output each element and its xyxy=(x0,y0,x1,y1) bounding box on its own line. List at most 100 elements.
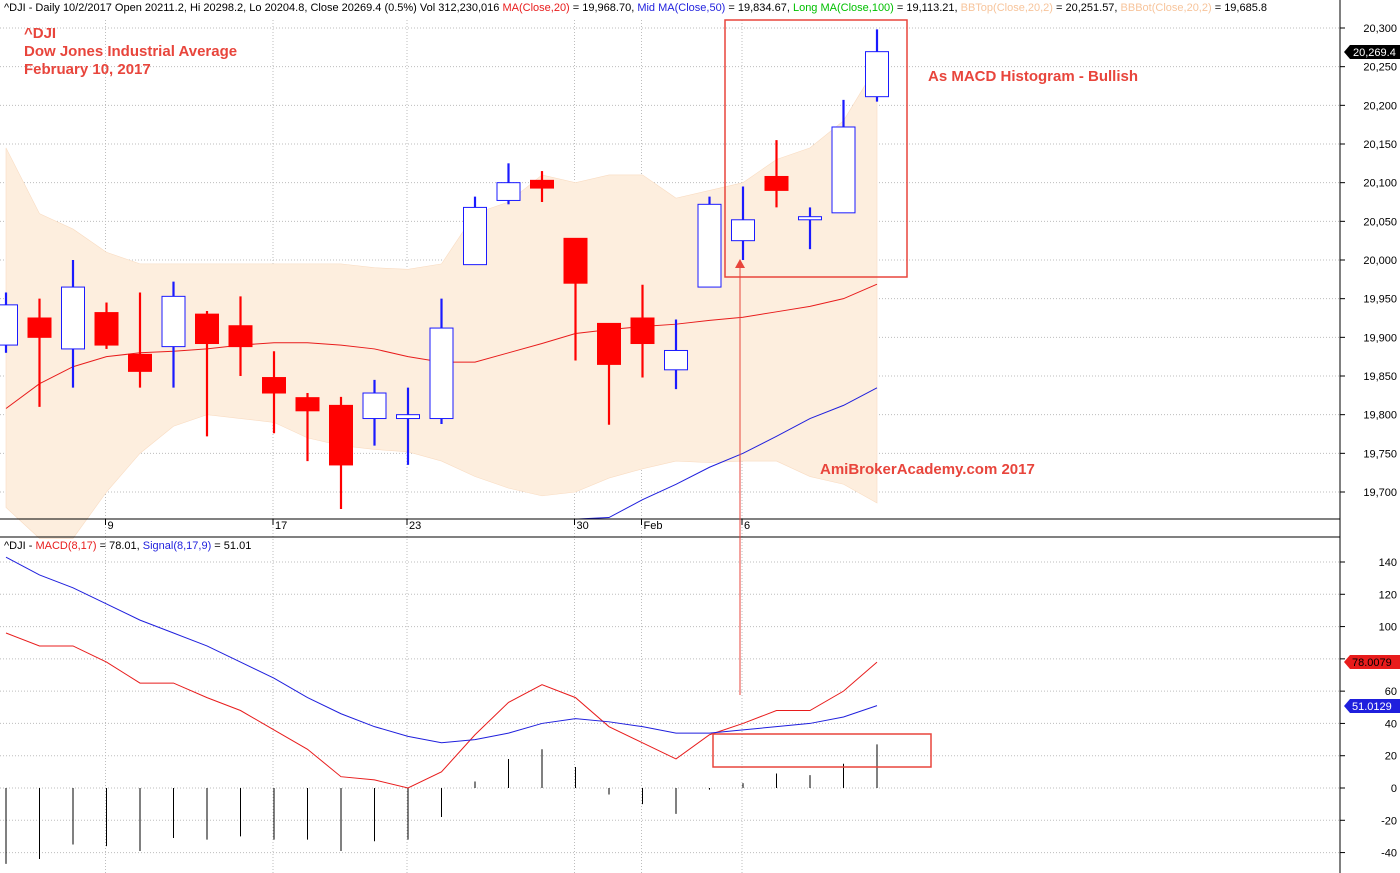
candle-body-17 xyxy=(563,237,588,284)
date-label: February 10, 2017 xyxy=(24,61,151,78)
candle-10 xyxy=(329,396,353,510)
macd-y-tick-label-7: 100 xyxy=(1379,622,1397,634)
header-segment-1: MA(Close,20) xyxy=(502,2,569,14)
header-segment-5: Long MA(Close,100) xyxy=(793,2,894,14)
candle-body-15 xyxy=(496,182,521,201)
candlestick-layer xyxy=(0,29,889,510)
price-y-tick-label-12: 20,300 xyxy=(1363,23,1397,35)
annotation-arrow-head xyxy=(735,259,745,268)
bullish-candles-box xyxy=(724,19,908,278)
candle-6 xyxy=(195,311,219,437)
candle-15 xyxy=(496,163,521,205)
candle-body-4 xyxy=(128,353,152,372)
candle-body-10 xyxy=(329,404,353,466)
candle-body-11 xyxy=(362,392,387,420)
candle-body-14 xyxy=(463,206,487,266)
candle-19 xyxy=(630,284,655,378)
header-segment-0: ^DJI - Daily 10/2/2017 Open 20211.2, Hi … xyxy=(4,2,502,14)
header-segment-9: BBBot(Close,20,2) xyxy=(1121,2,1212,14)
price-y-tick-label-1: 19,750 xyxy=(1363,448,1397,460)
candle-3 xyxy=(94,302,119,349)
candle-body-7 xyxy=(228,325,253,348)
candle-body-19 xyxy=(630,317,655,345)
macd-y-tick-label-2: 0 xyxy=(1391,783,1397,795)
price-y-tick-label-11: 20,250 xyxy=(1363,62,1397,74)
candle-12 xyxy=(396,387,420,465)
price-y-tick-label-4: 19,900 xyxy=(1363,332,1397,344)
price-header: ^DJI - Daily 10/2/2017 Open 20211.2, Hi … xyxy=(4,2,1267,14)
candle-14 xyxy=(463,196,487,266)
candle-23 xyxy=(764,140,789,208)
header-segment-7: BBTop(Close,20,2) xyxy=(961,2,1053,14)
candle-body-18 xyxy=(597,322,621,365)
histogram-box xyxy=(712,733,932,768)
price-y-tick-label-5: 19,950 xyxy=(1363,294,1397,306)
candle-body-6 xyxy=(195,313,219,345)
price-y-tick-label-3: 19,850 xyxy=(1363,371,1397,383)
macd-y-tick-label-3: 20 xyxy=(1385,751,1397,763)
candle-5 xyxy=(161,281,186,388)
candle-24 xyxy=(798,207,822,250)
macd-line xyxy=(5,632,878,789)
macd-header: ^DJI - MACD(8,17) = 78.01, Signal(8,17,9… xyxy=(4,540,251,552)
macd-y-tick-label-5: 60 xyxy=(1385,686,1397,698)
svg-text:51.0129: 51.0129 xyxy=(1352,701,1392,713)
macd-y-tick-label-9: 140 xyxy=(1379,557,1397,569)
price-y-tick-label-9: 20,150 xyxy=(1363,139,1397,151)
header-segment-2: = 19,968.70, xyxy=(570,2,638,14)
date-tick-label-0: 9 xyxy=(108,520,114,532)
candle-20 xyxy=(664,319,688,390)
macd-y-tick-label-4: 40 xyxy=(1385,718,1397,730)
macd-layer xyxy=(5,556,878,864)
header-segment-4: = 19,834.67, xyxy=(725,2,793,14)
candle-22 xyxy=(731,186,755,260)
symbol-label: ^DJI xyxy=(24,25,56,42)
candle-body-12 xyxy=(396,414,420,420)
candle-7 xyxy=(228,296,253,376)
price-y-tick-label-10: 20,200 xyxy=(1363,100,1397,112)
date-tick-label-4: Feb xyxy=(644,520,663,532)
candle-4 xyxy=(128,292,152,388)
date-tick-label-5: 6 xyxy=(744,520,750,532)
candle-body-16 xyxy=(530,179,554,189)
svg-text:20,269.4: 20,269.4 xyxy=(1353,47,1396,59)
candle-body-23 xyxy=(764,175,789,191)
candle-16 xyxy=(530,171,554,202)
axis-layer: 19,700 19,750 19,800 19,850 19,900 19,950 20,0… xyxy=(105,23,1397,860)
candle-17 xyxy=(563,237,588,361)
header-segment-0: ^DJI - xyxy=(4,540,35,552)
candle-2 xyxy=(61,260,85,388)
candle-body-26 xyxy=(865,51,889,98)
price-y-tick-label-2: 19,800 xyxy=(1363,410,1397,422)
candle-9 xyxy=(295,393,320,462)
candle-13 xyxy=(429,298,454,424)
index-name-label: Dow Jones Industrial Average xyxy=(24,43,237,60)
ma50-line xyxy=(575,387,878,520)
signal-value-badge: 51.0129 xyxy=(1344,699,1400,713)
candle-26 xyxy=(865,29,889,102)
header-segment-1: MACD(8,17) xyxy=(35,540,96,552)
candle-body-9 xyxy=(295,397,320,412)
candle-11 xyxy=(362,379,387,446)
candle-18 xyxy=(597,322,621,425)
candle-body-20 xyxy=(664,349,688,371)
candle-body-21 xyxy=(697,203,722,288)
price-y-tick-label-0: 19,700 xyxy=(1363,487,1397,499)
candle-body-24 xyxy=(798,216,822,221)
header-segment-8: = 20,251.57, xyxy=(1053,2,1121,14)
candle-0 xyxy=(0,292,18,353)
header-segment-10: = 19,685.8 xyxy=(1212,2,1267,14)
watermark: AmiBrokerAcademy.com 2017 xyxy=(820,461,1035,478)
candle-25 xyxy=(831,99,856,214)
candle-body-22 xyxy=(731,219,755,242)
histogram-note: As MACD Histogram - Bullish xyxy=(928,68,1138,85)
macd-y-tick-label-0: -40 xyxy=(1381,848,1397,860)
price-y-tick-label-6: 20,000 xyxy=(1363,255,1397,267)
signal-line xyxy=(5,556,878,744)
header-segment-4: = 51.01 xyxy=(211,540,251,552)
close-price-badge: 20,269.4 xyxy=(1344,45,1400,59)
candle-body-1 xyxy=(27,317,52,338)
header-segment-3: Signal(8,17,9) xyxy=(143,540,212,552)
candle-body-8 xyxy=(262,377,286,394)
